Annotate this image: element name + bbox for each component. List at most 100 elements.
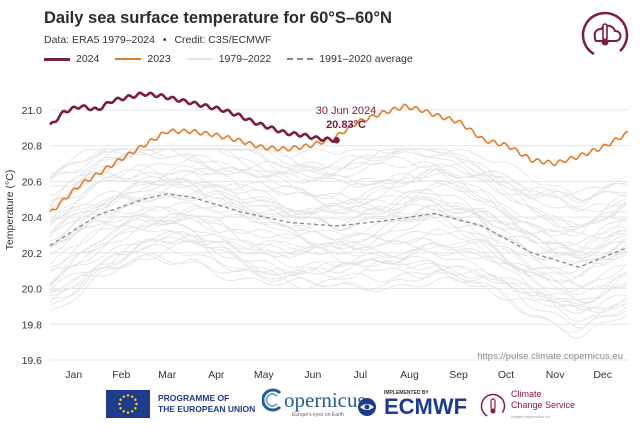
history-line-1992 bbox=[49, 216, 627, 296]
history-line-1980 bbox=[49, 253, 627, 340]
legend-swatch-2023 bbox=[115, 58, 142, 60]
history-line-1996 bbox=[49, 213, 627, 283]
y-tick-label: 19.6 bbox=[22, 355, 43, 367]
legend-item-history: 1979–2022 bbox=[186, 53, 272, 65]
legend-label-2024: 2024 bbox=[76, 53, 100, 65]
history-line-1999 bbox=[49, 201, 627, 270]
legend-label-history: 1979–2022 bbox=[218, 53, 272, 65]
y-tick-label: 19.8 bbox=[22, 319, 43, 331]
history-line-2012 bbox=[49, 167, 627, 237]
copernicus-c-icon bbox=[262, 388, 282, 412]
legend-swatch-2024 bbox=[44, 57, 70, 61]
eu-text: PROGRAMME OF THE EUROPEAN UNION bbox=[158, 393, 255, 415]
legend: 2024 2023 1979–2022 1991–2020 average bbox=[44, 53, 429, 65]
copernicus-logo: opernicus Europe's eyes on Earth bbox=[262, 388, 366, 418]
x-tick-label: Jun bbox=[304, 369, 321, 381]
history-line-2016 bbox=[49, 148, 627, 227]
eu-star bbox=[134, 407, 137, 410]
history-line-2009 bbox=[49, 165, 627, 239]
chart-canvas: 19.6 19.8 20.0 20.2 20.4 20.6 20.8 21.0 Jan Feb M… bbox=[4, 91, 629, 381]
ecmwf-wordmark: ECMWF bbox=[384, 394, 468, 419]
history-line-1984 bbox=[49, 243, 627, 329]
x-tick-label: Sep bbox=[449, 369, 468, 381]
y-axis-label: Temperature (°C) bbox=[4, 170, 16, 251]
history-line-1981 bbox=[49, 241, 627, 310]
c3s-sub: climate.copernicus.eu bbox=[511, 414, 550, 419]
latest-point-marker bbox=[333, 137, 340, 144]
legend-item-2024: 2024 bbox=[44, 53, 99, 65]
c3s-thermometer-icon bbox=[480, 393, 506, 418]
eu-star bbox=[118, 402, 121, 406]
ecmwf-logo: IMPLEMENTED BY ECMWF bbox=[356, 390, 467, 418]
chart-subtitle: Data: ERA5 1979–2024 • Credit: C3S/ECMWF bbox=[44, 34, 271, 46]
eu-logo: PROGRAMME OF THE EUROPEAN UNION bbox=[106, 390, 255, 418]
y-tick-label: 20.0 bbox=[22, 284, 43, 296]
eu-line2: THE EUROPEAN UNION bbox=[158, 404, 256, 414]
annotation-date: 30 Jun 2024 bbox=[316, 105, 377, 117]
eu-star bbox=[119, 407, 122, 410]
y-tick-label: 20.6 bbox=[22, 176, 43, 188]
history-line-2010 bbox=[49, 154, 627, 229]
history-line-2020 bbox=[49, 148, 627, 199]
c3s-text: Climate Change Service climate.copernicu… bbox=[511, 389, 575, 422]
history-line-2014 bbox=[49, 148, 627, 213]
history-line-2003 bbox=[49, 178, 627, 259]
eu-star bbox=[134, 398, 137, 401]
c3s-line1: Climate bbox=[511, 389, 542, 399]
eu-star bbox=[126, 394, 130, 397]
x-tick-label: Jul bbox=[354, 369, 367, 381]
footer-logos: PROGRAMME OF THE EUROPEAN UNION opernicu… bbox=[0, 385, 640, 430]
x-tick-label: Jan bbox=[65, 369, 82, 381]
history-line-2006 bbox=[49, 185, 627, 255]
y-tick-label: 20.8 bbox=[22, 141, 43, 153]
legend-label-2023: 2023 bbox=[147, 53, 171, 65]
history-line-1985 bbox=[49, 231, 627, 314]
c3s-logo: Climate Change Service climate.copernicu… bbox=[480, 389, 575, 422]
x-tick-label: Mar bbox=[158, 369, 177, 381]
eu-star bbox=[119, 398, 122, 401]
eu-star bbox=[131, 410, 134, 413]
legend-label-average: 1991–2020 average bbox=[319, 53, 413, 65]
history-line-1990 bbox=[49, 225, 627, 306]
y-axis-ticks: 19.6 19.8 20.0 20.2 20.4 20.6 20.8 21.0 bbox=[22, 105, 43, 367]
history-line-1988 bbox=[49, 219, 627, 304]
x-tick-label: Aug bbox=[400, 369, 419, 381]
series-line-2024 bbox=[49, 91, 338, 143]
legend-swatch-history bbox=[186, 58, 213, 60]
history-line-2019 bbox=[49, 148, 627, 208]
legend-item-average: 1991–2020 average bbox=[287, 53, 413, 65]
y-tick-label: 20.4 bbox=[22, 212, 43, 224]
history-line-1986 bbox=[49, 231, 627, 303]
eu-star bbox=[122, 395, 125, 398]
c3s-line2: Change Service bbox=[511, 400, 576, 410]
history-series-group bbox=[49, 148, 627, 340]
gridlines bbox=[50, 109, 628, 361]
eu-star bbox=[135, 402, 138, 406]
x-tick-label: Apr bbox=[208, 369, 225, 381]
chart-title: Daily sea surface temperature for 60°S–6… bbox=[44, 9, 392, 27]
history-line-2005 bbox=[49, 177, 627, 250]
series-line-2023 bbox=[49, 103, 629, 213]
eu-star bbox=[126, 411, 130, 414]
legend-item-2023: 2023 bbox=[115, 53, 171, 65]
eu-line1: PROGRAMME OF bbox=[158, 393, 230, 403]
history-line-1987 bbox=[49, 236, 627, 311]
credit: Credit: C3S/ECMWF bbox=[174, 34, 272, 46]
history-line-1994 bbox=[49, 205, 627, 288]
x-tick-label: Oct bbox=[498, 369, 514, 381]
highlight-series-group bbox=[49, 91, 629, 268]
copernicus-tagline: Europe's eyes on Earth bbox=[292, 412, 344, 418]
history-line-2008 bbox=[49, 176, 627, 252]
subtitle-bullet: • bbox=[162, 34, 167, 46]
series-line-1991-2020-average bbox=[49, 193, 629, 268]
legend-swatch-average bbox=[287, 58, 314, 60]
eu-flag-icon bbox=[106, 390, 150, 418]
source-url[interactable]: https://pulse.climate.copernicus.eu bbox=[477, 351, 623, 362]
x-tick-label: Feb bbox=[112, 369, 130, 381]
history-line-2000 bbox=[49, 190, 627, 260]
history-line-2011 bbox=[49, 168, 627, 237]
history-line-1995 bbox=[49, 205, 627, 275]
x-tick-label: Nov bbox=[546, 369, 565, 381]
thermometer-logo-icon bbox=[581, 11, 629, 59]
history-line-2004 bbox=[49, 179, 627, 256]
